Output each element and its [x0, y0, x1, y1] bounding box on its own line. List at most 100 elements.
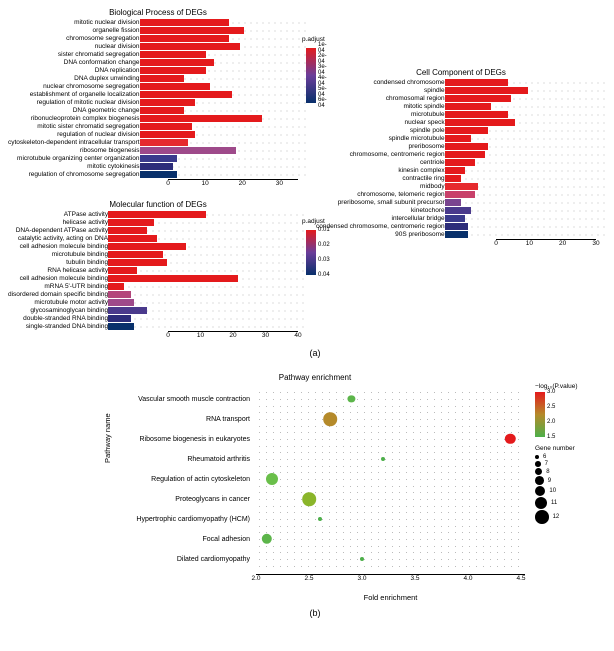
bubble [318, 517, 322, 521]
bar-label: mRNA 5'-UTR binding [44, 283, 108, 290]
pathway-label: Vascular smooth muscle contraction [105, 396, 256, 403]
pathway-legends: −log₁₀(P.value)3.02.52.01.5Gene number67… [535, 383, 600, 525]
bar-label: intercellular bridge [392, 215, 445, 222]
bar [140, 19, 229, 26]
pathway-label: Hypertrophic cardiomyopathy (HCM) [105, 516, 256, 523]
axis-tick: 20 [559, 240, 566, 247]
bar-label: chromosome segregation [66, 35, 139, 42]
bubble [381, 457, 385, 461]
bubble [266, 473, 278, 485]
bubble [348, 395, 355, 402]
chart-title: Biological Process of DEGs [8, 8, 308, 17]
size-legend-item: 11 [535, 497, 600, 509]
bar [140, 91, 233, 98]
bar [108, 211, 206, 218]
bar-label: cytoskeleton-dependent intracellular tra… [8, 139, 140, 146]
bar [445, 191, 475, 198]
bar [140, 27, 244, 34]
bubble [360, 557, 364, 561]
bar-label: preribosome, small subunit precursor [338, 199, 445, 206]
axis-tick: 4.5 [516, 575, 525, 582]
bar-label: sister chromatid segregation [58, 51, 140, 58]
bar-label: mitotic nuclear division [74, 19, 139, 26]
size-legend-item: 8 [535, 468, 600, 475]
axis-tick: 10 [526, 240, 533, 247]
bar [140, 99, 196, 106]
bar [108, 315, 131, 322]
pathway-label: Ribosome biogenesis in eukaryotes [105, 436, 256, 443]
bar [445, 95, 512, 102]
bar-label: regulation of nuclear division [57, 131, 139, 138]
bar [445, 127, 488, 134]
bar [108, 227, 147, 234]
bar-label: centriole [420, 159, 445, 166]
bar [108, 283, 124, 290]
bar-label: DNA duplex unwinding [74, 75, 139, 82]
bar [108, 275, 238, 282]
pathway-row: Ribosome biogenesis in eukaryotes [105, 429, 525, 449]
axis-tick: 0 [494, 240, 498, 247]
size-legend-item: 12 [535, 510, 600, 524]
color-gradient: 3.02.52.01.5 [535, 392, 545, 437]
bar-label: single-stranded DNA binding [26, 323, 108, 330]
bar [445, 199, 462, 206]
bar [108, 307, 147, 314]
bar-label: double-stranded RNA binding [23, 315, 108, 322]
bar-label: cell adhesion molecule binding [20, 243, 109, 250]
panel-a: Biological Process of DEGs mitotic nucle… [8, 8, 614, 342]
size-legend-title: Gene number [535, 445, 600, 452]
pathway-label: Proteoglycans in cancer [105, 496, 256, 503]
bar [108, 299, 134, 306]
chart-title: Molecular function of DEGs [8, 200, 308, 209]
bar-label: helicase activity [63, 219, 109, 226]
biological-process-chart: Biological Process of DEGs mitotic nucle… [8, 8, 308, 190]
bar [140, 35, 229, 42]
bar-label: nuclear speck [405, 119, 445, 126]
size-legend-item: 9 [535, 476, 600, 485]
bar-label: microtubule binding [52, 251, 108, 258]
bar [445, 183, 478, 190]
bubble [323, 412, 337, 426]
size-legend-item: 10 [535, 486, 600, 496]
pathway-row: Rheumatoid arthritis [105, 449, 525, 469]
bar-label: ribosome biogenesis [80, 147, 140, 154]
bar-label: chromosome, telomeric region [357, 191, 444, 198]
bar [108, 243, 186, 250]
padjust-legend: p.adjust1e-042e-043e-044e-045e-046e-04 [306, 48, 316, 103]
pathway-label: Rheumatoid arthritis [105, 456, 256, 463]
bar [140, 139, 188, 146]
bar [445, 87, 528, 94]
bar-label: mitotic sister chromatid segregation [37, 123, 139, 130]
pathway-label: Dilated cardiomyopathy [105, 556, 256, 563]
color-legend-title: −log₁₀(P.value) [535, 383, 600, 390]
caption-a: (a) [8, 348, 614, 358]
bar [445, 215, 465, 222]
bar [445, 103, 492, 110]
legend-tick: 2.0 [547, 419, 555, 425]
caption-b: (b) [8, 608, 614, 618]
bar [445, 175, 462, 182]
bar [445, 79, 508, 86]
pathway-label: RNA transport [105, 416, 256, 423]
axis-tick: 3.0 [357, 575, 366, 582]
bar-label: chromosome, centromeric region [350, 151, 445, 158]
pathway-row: Hypertrophic cardiomyopathy (HCM) [105, 509, 525, 529]
bar-label: midbody [420, 183, 445, 190]
bar-label: DNA-dependent ATPase activity [16, 227, 108, 234]
bar-label: ATPase activity [64, 211, 108, 218]
legend-tick: 1.5 [547, 434, 555, 440]
bar [108, 235, 157, 242]
bar [445, 207, 472, 214]
bar [140, 123, 192, 130]
bar [140, 155, 177, 162]
bar [108, 323, 134, 330]
bubble [261, 534, 271, 544]
axis-tick: 30 [276, 180, 283, 187]
bar [445, 143, 488, 150]
bar [140, 163, 173, 170]
bar [445, 159, 475, 166]
pathway-row: Proteoglycans in cancer [105, 489, 525, 509]
axis-tick: 10 [202, 180, 209, 187]
bar [140, 115, 263, 122]
bar [140, 171, 177, 178]
